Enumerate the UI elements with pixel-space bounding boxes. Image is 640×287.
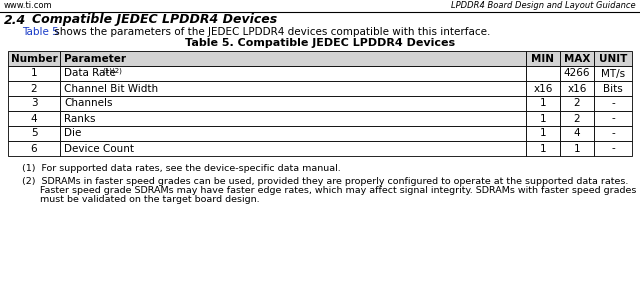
Text: MAX: MAX: [564, 53, 590, 63]
Bar: [60, 141, 526, 156]
Bar: [594, 66, 632, 81]
Text: 2: 2: [31, 84, 37, 94]
Text: Number: Number: [11, 53, 58, 63]
Text: shows the parameters of the JEDEC LPDDR4 devices compatible with this interface.: shows the parameters of the JEDEC LPDDR4…: [51, 27, 490, 37]
Text: 2: 2: [573, 113, 580, 123]
Bar: [60, 51, 526, 66]
Text: 1: 1: [573, 144, 580, 154]
Text: 2: 2: [573, 98, 580, 108]
Text: 6: 6: [31, 144, 37, 154]
Bar: [560, 126, 594, 141]
Bar: [594, 111, 632, 126]
Bar: [8, 66, 60, 81]
Text: 1: 1: [540, 113, 547, 123]
Text: 4266: 4266: [564, 69, 590, 79]
Text: -: -: [611, 113, 615, 123]
Text: Channels: Channels: [64, 98, 113, 108]
Text: Bits: Bits: [603, 84, 623, 94]
Text: 1: 1: [540, 144, 547, 154]
Text: Compatible JEDEC LPDDR4 Devices: Compatible JEDEC LPDDR4 Devices: [32, 13, 277, 26]
Bar: [560, 51, 594, 66]
Bar: [8, 81, 60, 96]
Text: Data Rate: Data Rate: [64, 69, 116, 79]
Bar: [526, 141, 560, 156]
Text: 5: 5: [31, 129, 37, 139]
Bar: [526, 81, 560, 96]
Bar: [594, 141, 632, 156]
Bar: [526, 66, 560, 81]
Bar: [594, 126, 632, 141]
Text: 4: 4: [573, 129, 580, 139]
Text: Die: Die: [64, 129, 81, 139]
Bar: [8, 126, 60, 141]
Bar: [8, 141, 60, 156]
Text: www.ti.com: www.ti.com: [4, 1, 52, 11]
Text: x16: x16: [533, 84, 553, 94]
Text: Table 5: Table 5: [22, 27, 59, 37]
Bar: [526, 96, 560, 111]
Bar: [560, 66, 594, 81]
Text: (2)  SDRAMs in faster speed grades can be used, provided they are properly confi: (2) SDRAMs in faster speed grades can be…: [22, 177, 628, 185]
Bar: [60, 81, 526, 96]
Text: Channel Bit Width: Channel Bit Width: [64, 84, 158, 94]
Text: must be validated on the target board design.: must be validated on the target board de…: [22, 195, 260, 205]
Text: MIN: MIN: [531, 53, 554, 63]
Text: -: -: [611, 144, 615, 154]
Bar: [560, 111, 594, 126]
Text: UNIT: UNIT: [599, 53, 627, 63]
Text: -: -: [611, 98, 615, 108]
Text: Table 5. Compatible JEDEC LPDDR4 Devices: Table 5. Compatible JEDEC LPDDR4 Devices: [185, 38, 455, 48]
Text: MT/s: MT/s: [601, 69, 625, 79]
Text: (1)  For supported data rates, see the device-specific data manual.: (1) For supported data rates, see the de…: [22, 164, 340, 173]
Text: Ranks: Ranks: [64, 113, 95, 123]
Text: 4: 4: [31, 113, 37, 123]
Bar: [60, 111, 526, 126]
Bar: [594, 81, 632, 96]
Bar: [60, 66, 526, 81]
Text: -: -: [611, 129, 615, 139]
Text: 1: 1: [31, 69, 37, 79]
Text: Faster speed grade SDRAMs may have faster edge rates, which may affect signal in: Faster speed grade SDRAMs may have faste…: [22, 186, 636, 195]
Bar: [526, 126, 560, 141]
Text: LPDDR4 Board Design and Layout Guidance: LPDDR4 Board Design and Layout Guidance: [451, 1, 636, 11]
Text: Device Count: Device Count: [64, 144, 134, 154]
Text: 3: 3: [31, 98, 37, 108]
Text: Parameter: Parameter: [64, 53, 126, 63]
Bar: [8, 51, 60, 66]
Bar: [560, 141, 594, 156]
Bar: [60, 126, 526, 141]
Bar: [594, 96, 632, 111]
Bar: [526, 51, 560, 66]
Bar: [560, 96, 594, 111]
Text: x16: x16: [567, 84, 587, 94]
Bar: [8, 111, 60, 126]
Text: 2.4: 2.4: [4, 13, 26, 26]
Bar: [8, 96, 60, 111]
Bar: [594, 51, 632, 66]
Bar: [560, 81, 594, 96]
Text: 1: 1: [540, 98, 547, 108]
Bar: [60, 96, 526, 111]
Text: 1: 1: [540, 129, 547, 139]
Text: (1)(2): (1)(2): [102, 67, 122, 74]
Bar: [526, 111, 560, 126]
